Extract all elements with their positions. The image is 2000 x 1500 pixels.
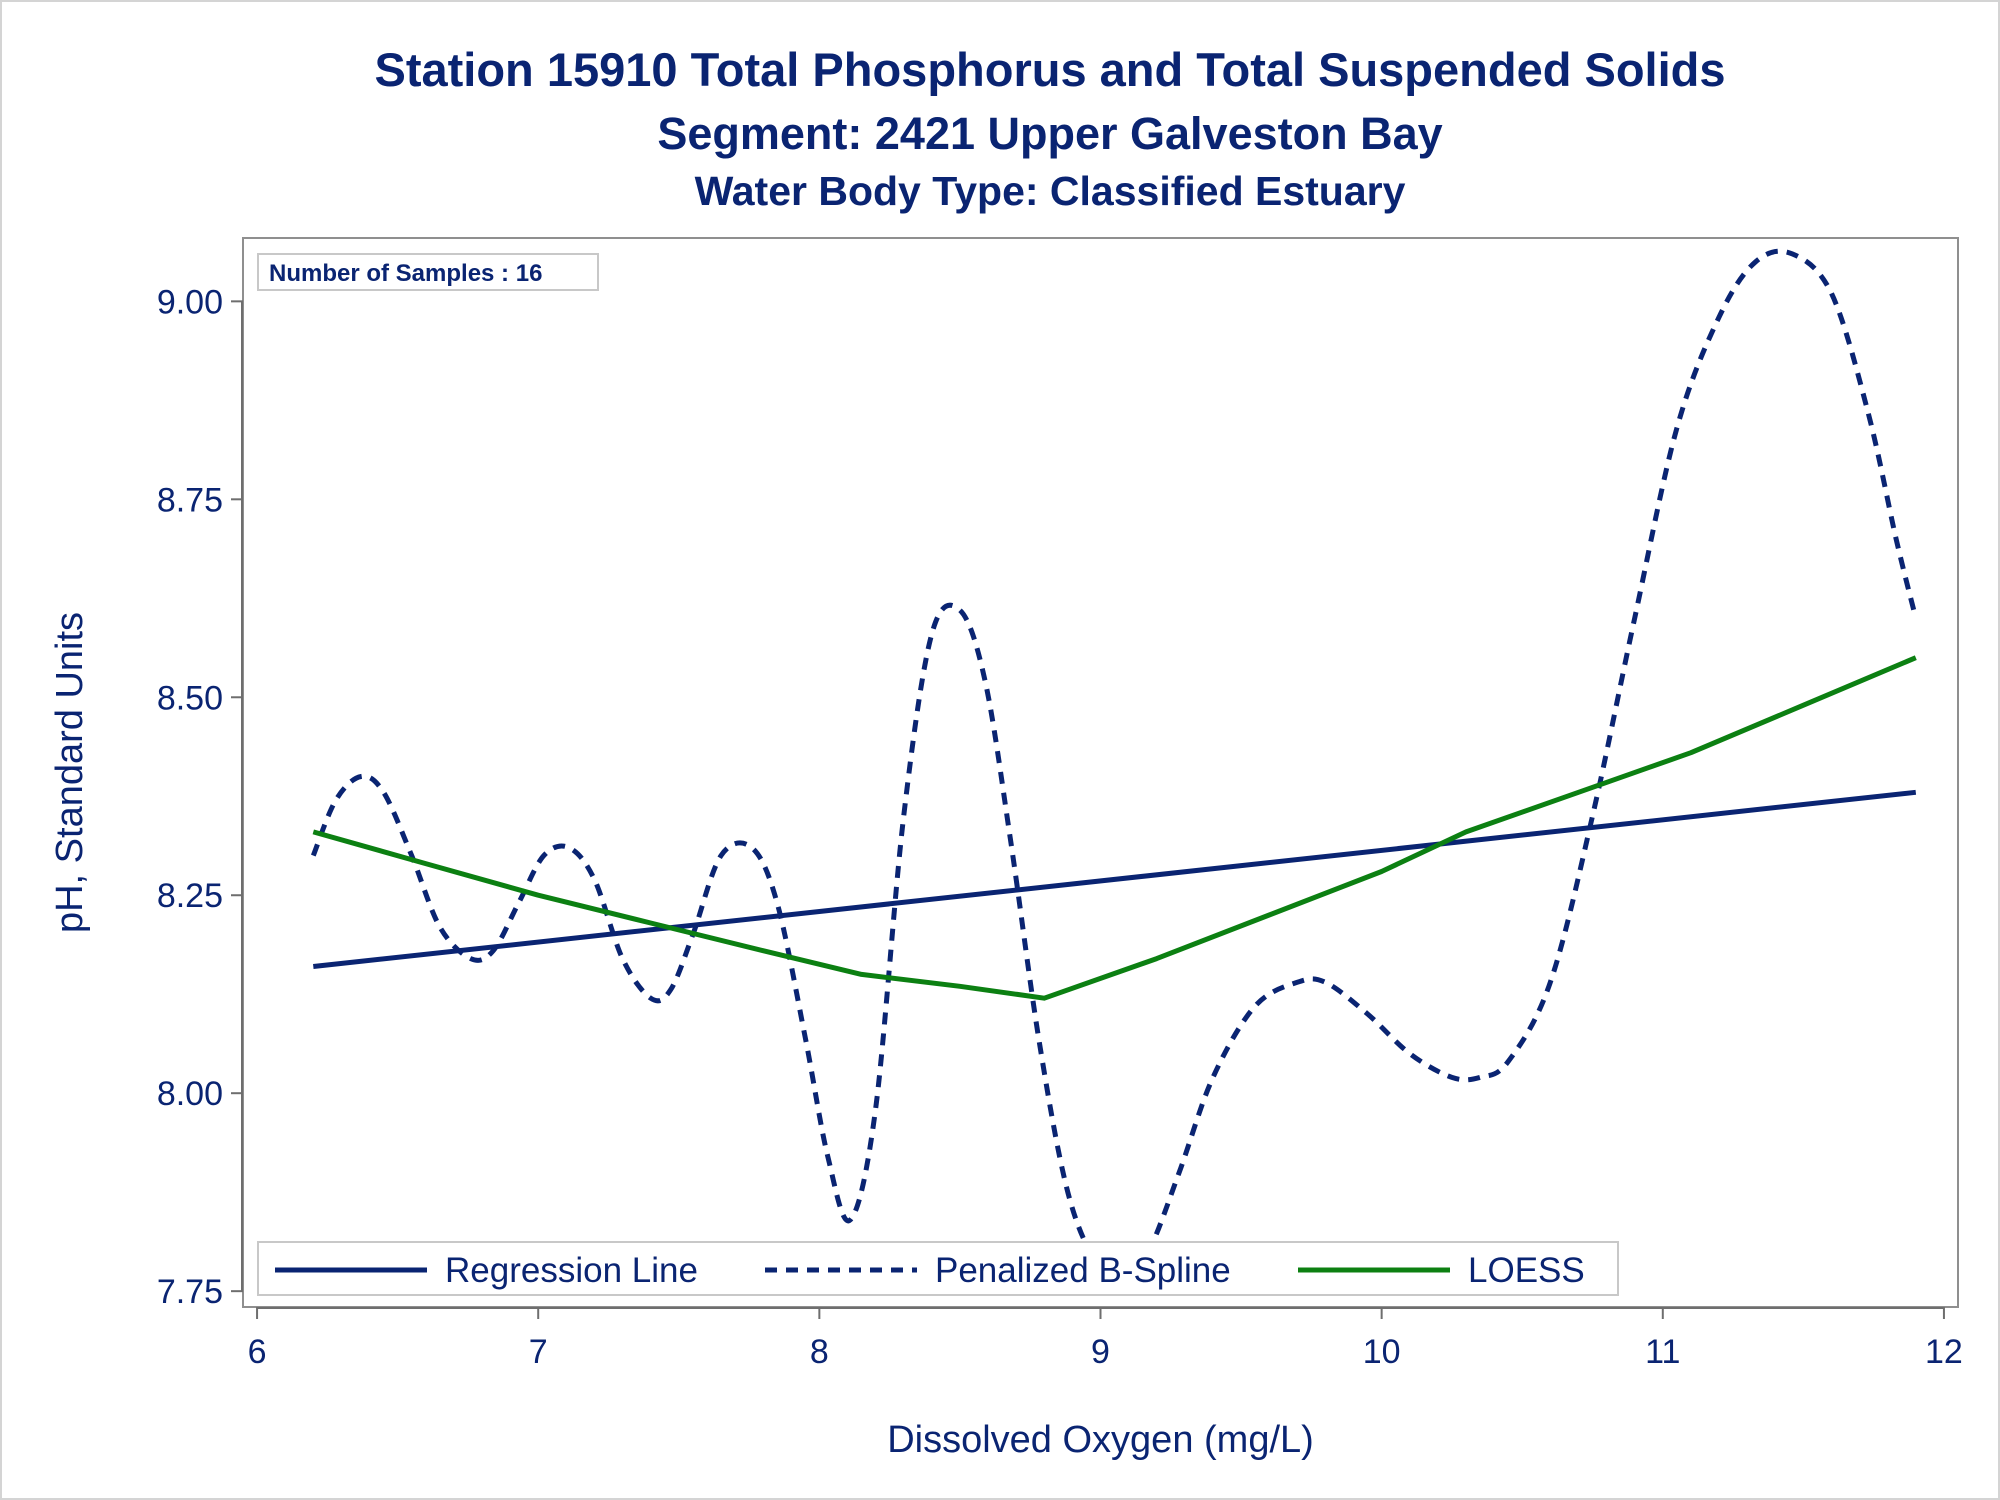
x-tick-label: 11: [1645, 1333, 1680, 1371]
y-tick-label: 8.00: [157, 1075, 223, 1113]
x-axis-label: Dissolved Oxygen (mg/L): [887, 1419, 1314, 1461]
x-tick-label: 6: [248, 1333, 267, 1371]
y-tick-label: 7.75: [157, 1273, 223, 1311]
y-tick-label: 8.25: [157, 877, 223, 915]
chart-subtitle: Segment: 2421 Upper Galveston Bay: [657, 108, 1443, 159]
y-axis-label: pH, Standard Units: [49, 612, 91, 933]
y-tick-label: 9.00: [157, 283, 223, 321]
legend-label-loess: LOESS: [1468, 1251, 1585, 1290]
legend-label-penalized-b-spline: Penalized B-Spline: [935, 1251, 1231, 1290]
x-tick-label: 12: [1925, 1333, 1963, 1371]
legend-label-regression-line: Regression Line: [445, 1251, 698, 1290]
x-tick-label: 10: [1363, 1333, 1401, 1371]
samples-inset-text: Number of Samples : 16: [269, 260, 542, 287]
series-line-penalized-b-spline: [310, 248, 1919, 1279]
x-tick-label: 9: [1091, 1333, 1110, 1371]
x-tick-label: 7: [529, 1333, 548, 1371]
series-line-loess: [312, 655, 1917, 1001]
x-tick-label: 8: [810, 1333, 829, 1371]
samples-inset-box: [257, 253, 599, 291]
y-tick-label: 8.50: [157, 679, 223, 717]
chart-title: Station 15910 Total Phosphorus and Total…: [374, 43, 1726, 96]
plot-area: [242, 237, 1959, 1308]
series-line-regression-line: [313, 789, 1917, 969]
y-tick-label: 8.75: [157, 481, 223, 519]
chart-subtitle-2: Water Body Type: Classified Estuary: [694, 168, 1406, 214]
